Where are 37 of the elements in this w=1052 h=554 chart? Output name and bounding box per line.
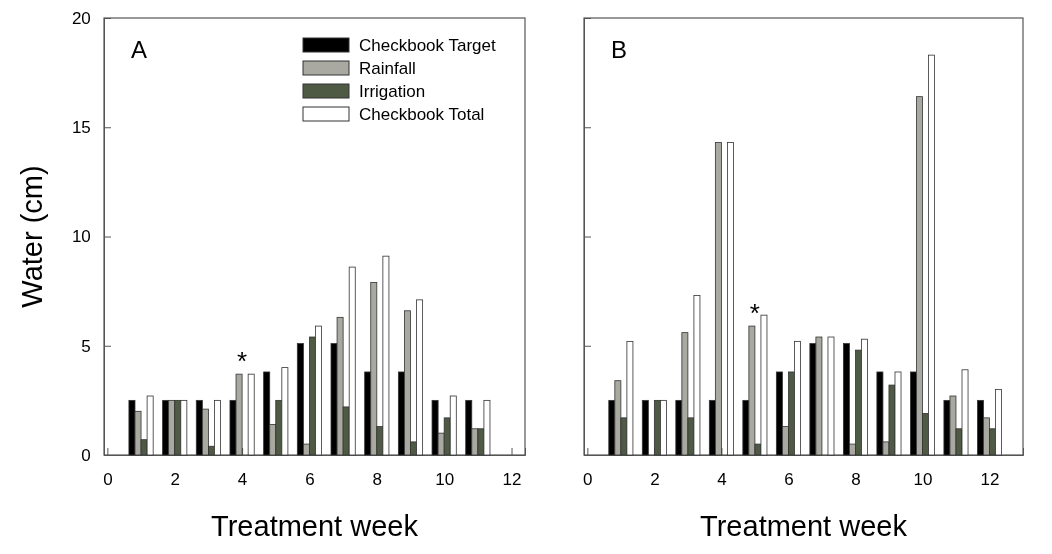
x-tick-label: 0 [103, 470, 113, 490]
bar [827, 336, 835, 456]
x-tick-label: 10 [913, 470, 933, 490]
x-tick-label: 6 [784, 470, 794, 490]
x-tick-label: 0 [583, 470, 593, 490]
x-tick-label: 8 [372, 470, 383, 490]
x-tick-label: 6 [305, 470, 315, 490]
y-axis-title: Water (cm) [16, 165, 48, 308]
annotation: B [611, 36, 628, 63]
x-tick-label: 8 [851, 470, 861, 490]
y-tick-label: 5 [81, 336, 91, 356]
x-tick-label: 4 [237, 470, 248, 490]
annotation: * [749, 298, 760, 329]
x-axis-title: Treatment week [700, 510, 908, 542]
bar [247, 373, 255, 456]
legend-label: Irrigation [359, 82, 426, 101]
legend-label: Rainfall [359, 59, 416, 78]
x-tick-label: 2 [170, 470, 180, 490]
legend-label: Checkbook Target [359, 36, 496, 55]
x-axis-title: Treatment week [211, 510, 419, 542]
y-tick-label: 10 [71, 227, 91, 247]
annotation: * [237, 346, 248, 377]
bar [876, 371, 884, 456]
legend-label: Checkbook Total [359, 105, 485, 124]
x-tick-label: 12 [502, 470, 522, 490]
annotation: A [131, 36, 148, 63]
bar [641, 399, 649, 456]
x-tick-label: 12 [980, 470, 1000, 490]
bar [465, 399, 473, 456]
x-tick-label: 10 [435, 470, 455, 490]
y-tick-label: 15 [71, 118, 91, 138]
bar [263, 371, 271, 456]
y-tick-label: 20 [71, 8, 91, 28]
x-tick-label: 4 [717, 470, 727, 490]
bar [727, 142, 734, 456]
x-tick-label: 2 [650, 470, 660, 490]
y-tick-label: 0 [81, 445, 91, 465]
